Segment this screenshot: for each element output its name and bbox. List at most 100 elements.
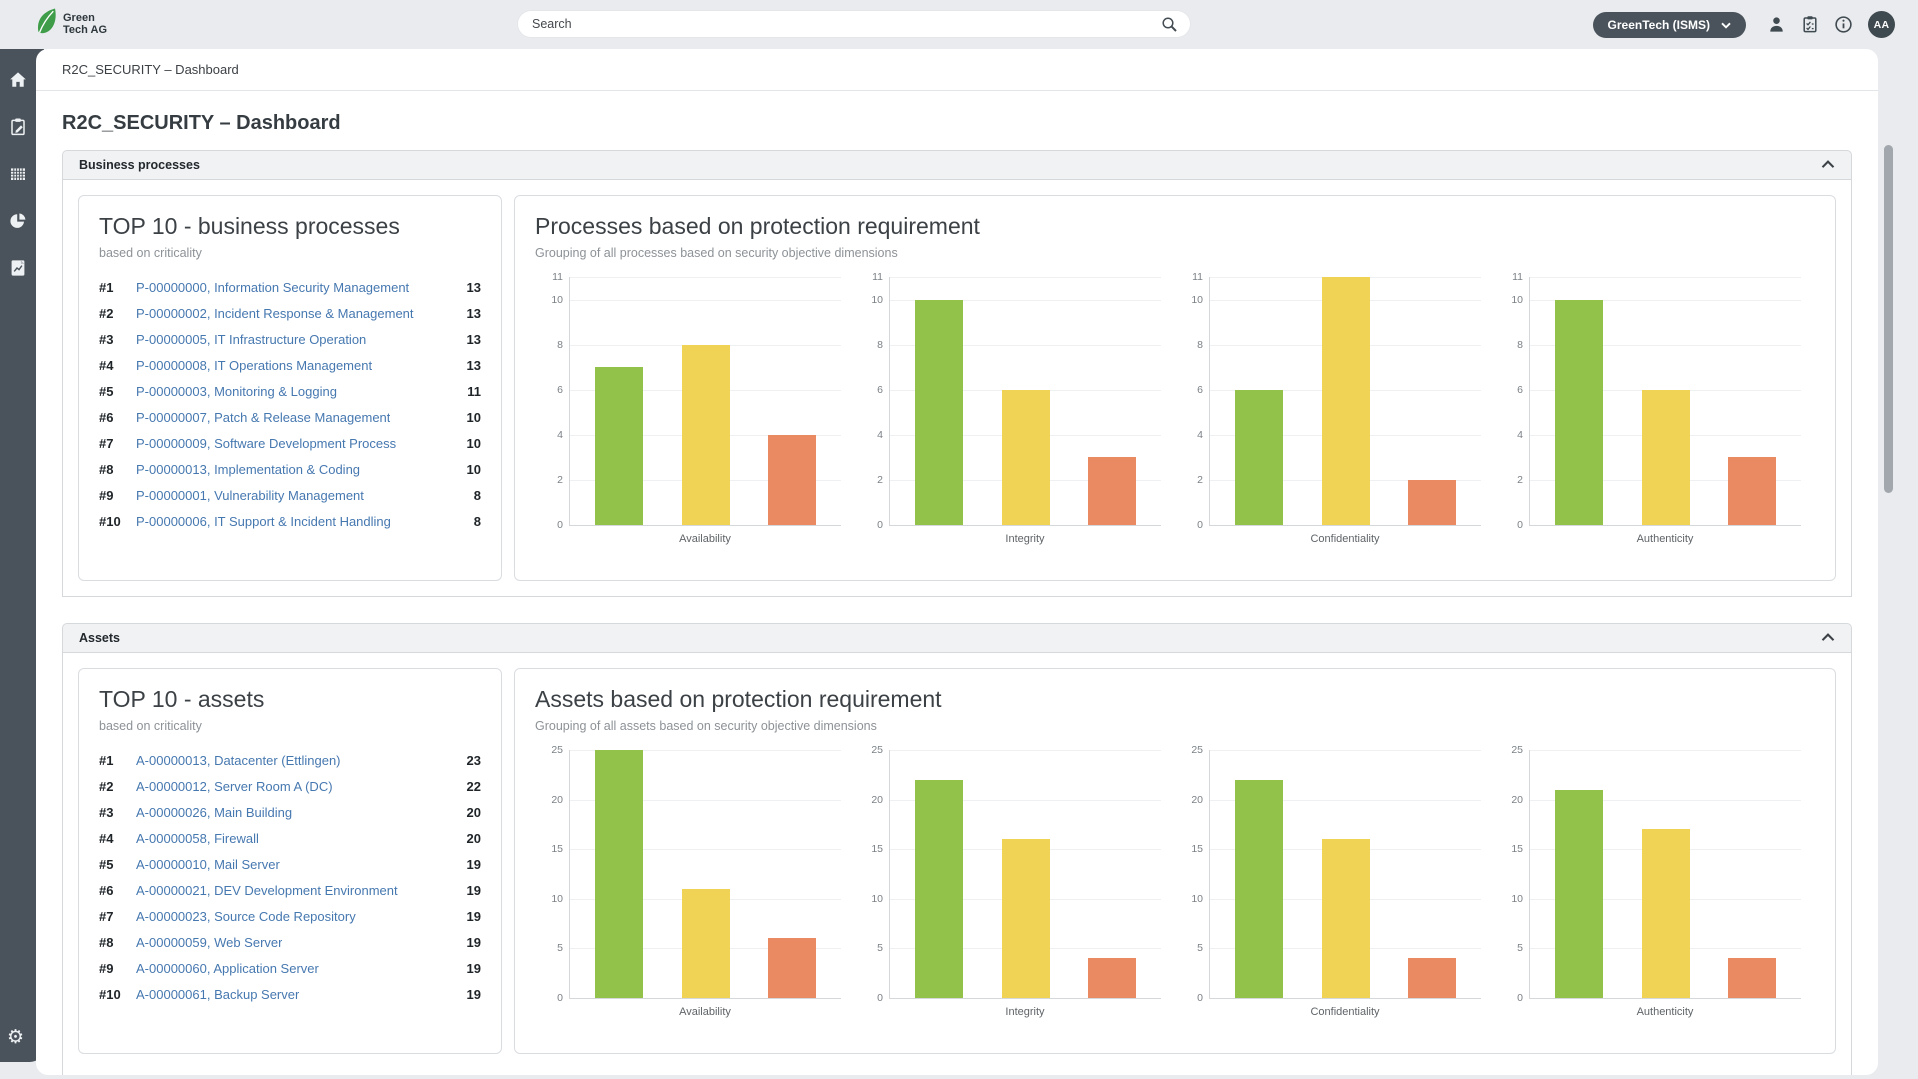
assets-charts-card: Assets based on protection requirement G… xyxy=(514,668,1836,1054)
item-link[interactable]: A-00000060, Application Server xyxy=(136,960,319,976)
user-icon[interactable] xyxy=(1767,15,1786,34)
gridline xyxy=(1530,344,1801,346)
chevron-down-icon xyxy=(1721,18,1731,32)
sidebar-item-assessments[interactable] xyxy=(8,117,28,137)
y-tick-label: 4 xyxy=(1197,428,1203,441)
section-header-business-processes[interactable]: Business processes xyxy=(62,150,1852,180)
rank-label: #10 xyxy=(99,986,121,1002)
chart-plot: 0 2 4 6 8 10 11 xyxy=(1511,271,1801,531)
clipboard-check-icon[interactable] xyxy=(1801,15,1819,34)
item-link[interactable]: P-00000007, Patch & Release Management xyxy=(136,409,391,425)
item-link[interactable]: A-00000010, Mail Server xyxy=(136,856,280,872)
sidebar-item-report[interactable] xyxy=(8,258,28,278)
y-tick-label: 0 xyxy=(1517,992,1523,1004)
y-tick-label: 4 xyxy=(557,428,563,441)
bar-yellow xyxy=(1321,277,1370,525)
chart-plot: 0 5 10 15 20 25 xyxy=(1511,744,1801,1004)
y-tick-label: 10 xyxy=(1191,293,1203,306)
y-tick-label: 5 xyxy=(1197,942,1203,955)
item-link[interactable]: A-00000023, Source Code Repository xyxy=(136,908,356,924)
list-item: #8 P-00000013, Implementation & Coding 10 xyxy=(99,456,481,482)
info-icon[interactable] xyxy=(1834,15,1853,34)
avatar[interactable]: AA xyxy=(1868,11,1895,38)
item-link[interactable]: P-00000002, Incident Response & Manageme… xyxy=(136,305,414,321)
x-axis-label: Integrity xyxy=(1005,533,1045,545)
y-tick-label: 2 xyxy=(1197,473,1203,486)
breadcrumb: R2C_SECURITY – Dashboard xyxy=(36,49,1878,91)
item-link[interactable]: P-00000001, Vulnerability Management xyxy=(136,487,364,503)
item-link[interactable]: A-00000012, Server Room A (DC) xyxy=(136,778,333,794)
brand-logo: Green Tech AG xyxy=(34,7,107,40)
item-link[interactable]: P-00000008, IT Operations Management xyxy=(136,357,373,373)
bar-green xyxy=(1554,299,1603,525)
y-tick-label: 25 xyxy=(1191,744,1203,756)
chart-confidentiality: 0 5 10 15 20 25 Confidentiality xyxy=(1175,744,1495,1018)
bar-green xyxy=(1234,389,1283,525)
chart-integrity: 0 2 4 6 8 10 11 Integrity xyxy=(855,271,1175,545)
gear-icon[interactable]: ⚙ xyxy=(7,1026,25,1048)
rank-label: #10 xyxy=(99,513,121,529)
rank-label: #8 xyxy=(99,934,114,950)
y-tick-label: 11 xyxy=(1192,271,1203,283)
sidebar-item-pie-chart[interactable] xyxy=(8,211,28,231)
y-tick-label: 0 xyxy=(557,519,563,531)
bar-yellow xyxy=(1641,389,1690,525)
item-link[interactable]: A-00000013, Datacenter (Ettlingen) xyxy=(136,752,341,768)
section-header-assets[interactable]: Assets xyxy=(62,623,1852,653)
collapse-icon[interactable] xyxy=(1821,158,1835,172)
rank-label: #1 xyxy=(99,279,114,295)
rank-label: #3 xyxy=(99,804,114,820)
rank-label: #6 xyxy=(99,409,114,425)
item-link[interactable]: P-00000006, IT Support & Incident Handli… xyxy=(136,513,391,529)
item-link[interactable]: A-00000026, Main Building xyxy=(136,804,293,820)
collapse-icon[interactable] xyxy=(1821,631,1835,645)
rank-label: #5 xyxy=(99,856,114,872)
criticality-value: 13 xyxy=(466,357,481,373)
search-icon[interactable] xyxy=(1161,16,1178,33)
bar-yellow xyxy=(1641,829,1690,998)
vertical-scrollbar[interactable] xyxy=(1884,145,1893,493)
top-bar: GreenTech AG GreenTech (ISMS) xyxy=(0,0,1918,49)
gridline xyxy=(1210,750,1481,751)
sidebar-item-home[interactable] xyxy=(8,70,28,90)
criticality-value: 8 xyxy=(473,487,481,503)
y-tick-label: 2 xyxy=(1517,473,1523,486)
criticality-value: 19 xyxy=(466,856,481,872)
list-item: #6 P-00000007, Patch & Release Management… xyxy=(99,404,481,430)
item-link[interactable]: P-00000000, Information Security Managem… xyxy=(136,279,410,295)
chart-plot: 0 5 10 15 20 25 xyxy=(871,744,1161,1004)
bar-orange xyxy=(1088,958,1137,998)
gridline xyxy=(570,299,841,301)
sidebar-item-table[interactable] xyxy=(8,164,28,184)
rank-label: #6 xyxy=(99,882,114,898)
gridline xyxy=(890,277,1161,278)
item-link[interactable]: A-00000059, Web Server xyxy=(136,934,283,950)
item-link[interactable]: A-00000021, DEV Development Environment xyxy=(136,882,398,898)
card-subtitle: Grouping of all assets based on security… xyxy=(535,719,877,733)
section-business-processes: Business processes TOP 10 - business pro… xyxy=(62,150,1852,597)
y-tick-label: 0 xyxy=(877,992,883,1004)
bar-green xyxy=(1234,779,1283,998)
charts-row: 0 2 4 6 8 10 11 Availability 0 2 4 6 8 10 11 Integrity 0… xyxy=(535,271,1815,545)
item-link[interactable]: P-00000009, Software Development Process xyxy=(136,435,397,451)
chart-plot: 0 2 4 6 8 10 11 xyxy=(871,271,1161,531)
y-tick-label: 15 xyxy=(871,843,883,856)
search-input[interactable] xyxy=(530,16,1161,32)
bar-green xyxy=(594,750,643,998)
list-item: #10 P-00000006, IT Support & Incident Han… xyxy=(99,508,481,534)
bar-orange xyxy=(1088,457,1137,525)
y-tick-label: 10 xyxy=(1511,293,1523,306)
list-item: #8 A-00000059, Web Server 19 xyxy=(99,929,481,955)
item-link[interactable]: P-00000005, IT Infrastructure Operation xyxy=(136,331,367,347)
y-tick-label: 2 xyxy=(877,473,883,486)
y-tick-label: 11 xyxy=(872,271,883,283)
bar-orange xyxy=(1408,958,1457,998)
item-link[interactable]: P-00000013, Implementation & Coding xyxy=(136,461,361,477)
y-tick-label: 2 xyxy=(557,473,563,486)
item-link[interactable]: A-00000058, Firewall xyxy=(136,830,259,846)
item-link[interactable]: A-00000061, Backup Server xyxy=(136,986,300,1002)
y-tick-label: 6 xyxy=(877,383,883,396)
y-tick-label: 15 xyxy=(551,843,563,856)
org-selector-button[interactable]: GreenTech (ISMS) xyxy=(1592,11,1746,38)
item-link[interactable]: P-00000003, Monitoring & Logging xyxy=(136,383,337,399)
